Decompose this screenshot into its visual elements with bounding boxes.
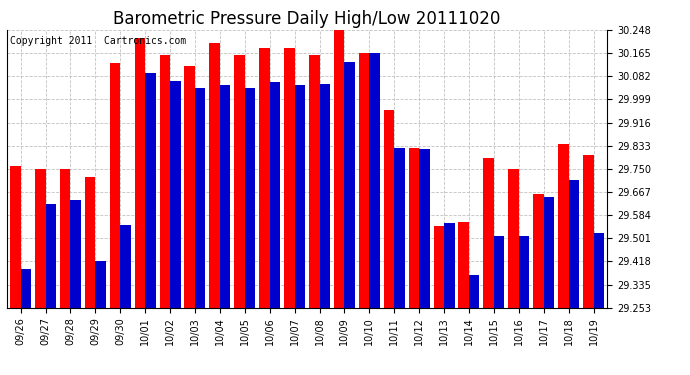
Bar (120, 225, 130, 308)
Bar (583, 155, 593, 308)
Bar (394, 148, 405, 308)
Bar (110, 63, 120, 308)
Bar (85, 177, 95, 308)
Bar (70, 200, 81, 308)
Bar (359, 53, 369, 307)
Bar (159, 54, 170, 307)
Bar (184, 66, 195, 308)
Bar (344, 62, 355, 308)
Bar (384, 110, 394, 308)
Bar (295, 85, 305, 308)
Bar (334, 30, 344, 308)
Bar (509, 169, 519, 308)
Bar (444, 223, 455, 308)
Bar (60, 169, 70, 308)
Bar (593, 233, 604, 308)
Bar (569, 180, 579, 308)
Bar (494, 236, 504, 308)
Bar (458, 222, 469, 308)
Bar (558, 144, 569, 308)
Bar (284, 48, 295, 308)
Title: Barometric Pressure Daily High/Low 20111020: Barometric Pressure Daily High/Low 20111… (113, 10, 501, 28)
Bar (533, 194, 544, 308)
Bar (10, 166, 21, 308)
Bar (145, 73, 156, 308)
Bar (245, 88, 255, 308)
Bar (270, 82, 280, 308)
Bar (408, 148, 419, 308)
Bar (369, 53, 380, 307)
Text: Copyright 2011  Cartronics.com: Copyright 2011 Cartronics.com (10, 36, 186, 45)
Bar (235, 54, 245, 307)
Bar (433, 226, 444, 308)
Bar (170, 81, 181, 308)
Bar (319, 84, 330, 308)
Bar (519, 236, 529, 308)
Bar (195, 88, 206, 308)
Bar (419, 149, 430, 308)
Bar (544, 197, 554, 308)
Bar (220, 85, 230, 308)
Bar (95, 261, 106, 308)
Bar (35, 169, 46, 308)
Bar (259, 48, 270, 308)
Bar (135, 38, 145, 308)
Bar (484, 158, 494, 308)
Bar (469, 275, 480, 308)
Bar (46, 204, 56, 308)
Bar (209, 44, 220, 308)
Bar (21, 269, 31, 308)
Bar (309, 54, 319, 307)
